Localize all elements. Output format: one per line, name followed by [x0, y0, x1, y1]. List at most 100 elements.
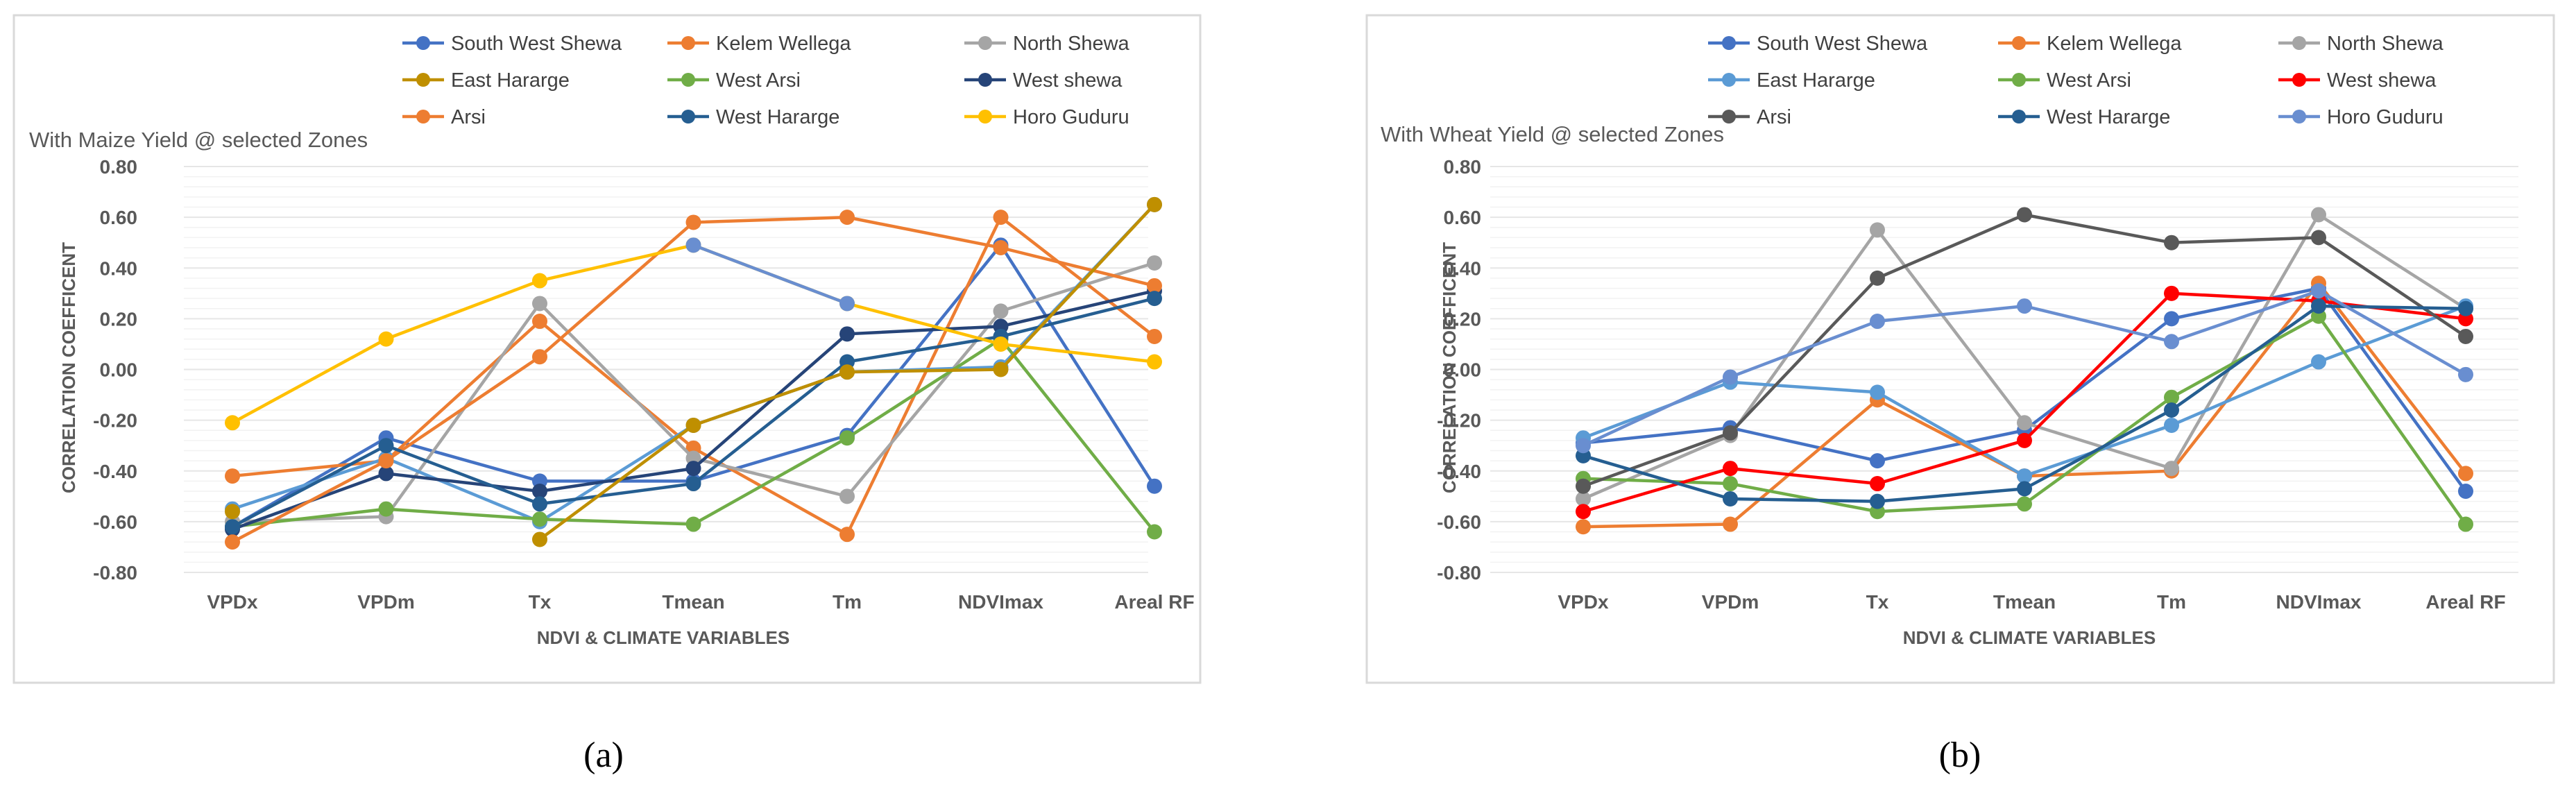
panel-label-b: (b)	[1939, 735, 1981, 775]
data-point	[2311, 207, 2326, 223]
data-point	[2164, 417, 2179, 433]
data-point	[1723, 461, 1738, 477]
x-tick-label: Tmean	[1993, 591, 2056, 613]
legend-marker	[2292, 36, 2306, 50]
data-point	[2164, 311, 2179, 327]
data-point	[2164, 389, 2179, 405]
x-tick-label: Tm	[833, 591, 862, 613]
data-point	[1723, 369, 1738, 385]
legend-item: Arsi	[402, 106, 486, 128]
legend-label: North Shewa	[1013, 33, 1130, 55]
y-axis-label-b: CORRELATION COEFFICENT	[1439, 242, 1460, 493]
data-point	[1723, 516, 1738, 532]
series-line	[692, 244, 848, 305]
series-horo-guduru	[1576, 283, 2473, 454]
legend-marker	[416, 73, 430, 87]
legend-label: Kelem Wellega	[716, 33, 851, 55]
y-tick-label: 0.40	[1444, 257, 1482, 279]
x-tick-label: Tmean	[662, 591, 724, 613]
data-point	[685, 516, 701, 532]
x-tick-label: VPDx	[207, 591, 258, 613]
legend-item: East Hararge	[1708, 69, 1875, 92]
data-point	[532, 484, 547, 499]
y-tick-label: 0.80	[100, 156, 138, 178]
data-point	[685, 237, 701, 253]
data-point	[2017, 496, 2032, 512]
y-tick-label: -0.80	[93, 562, 137, 584]
data-point	[378, 438, 394, 454]
series-light-blue-trend	[685, 237, 855, 312]
legend-label: West Hararge	[716, 106, 839, 128]
data-point	[1147, 278, 1162, 293]
data-point	[2311, 230, 2326, 246]
data-point	[2017, 481, 2032, 497]
x-tick-label: Tm	[2157, 591, 2186, 613]
legend-marker	[978, 110, 992, 124]
y-tick-label: 0.60	[1444, 207, 1482, 228]
y-tick-label: 0.20	[1444, 308, 1482, 330]
data-point	[532, 349, 547, 365]
legend-item: West Arsi	[1998, 69, 2131, 92]
y-tick-label: 0.00	[1444, 359, 1482, 381]
chart-title-b: With Wheat Yield @ selected Zones	[1381, 122, 1724, 146]
legend-item: West shewa	[964, 69, 1123, 92]
data-point	[2311, 283, 2326, 299]
data-point	[839, 430, 855, 446]
legend-item: Horo Guduru	[964, 106, 1129, 128]
data-point	[2311, 354, 2326, 370]
x-axis-label-a: NDVI & CLIMATE VARIABLES	[537, 627, 790, 648]
y-tick-label: 0.00	[100, 359, 138, 381]
data-point	[1576, 504, 1591, 520]
chart-title-a: With Maize Yield @ selected Zones	[29, 128, 368, 152]
data-point	[2017, 432, 2032, 448]
legend-label: Horo Guduru	[1013, 106, 1129, 128]
x-tick-label: Areal RF	[2425, 591, 2505, 613]
x-tick-label: Areal RF	[1114, 591, 1194, 613]
series-arsi	[225, 210, 1162, 550]
data-point	[532, 314, 547, 330]
data-point	[685, 476, 701, 492]
y-tick-label: -0.60	[93, 511, 137, 533]
data-point	[2017, 298, 2032, 314]
series-dark-olive	[225, 196, 1162, 547]
data-point	[225, 504, 240, 520]
data-point	[532, 511, 547, 527]
data-point	[2458, 516, 2473, 532]
data-point	[2458, 328, 2473, 344]
series-arsi	[1576, 207, 2473, 494]
x-tick-label: VPDx	[1558, 591, 1609, 613]
legend-item: South West Shewa	[402, 33, 622, 55]
x-tick-label: VPDm	[357, 591, 414, 613]
legend-item: North Shewa	[2278, 33, 2444, 55]
y-tick-label: -0.60	[1437, 511, 1481, 533]
data-point	[2458, 300, 2473, 316]
data-point	[2164, 235, 2179, 250]
data-point	[993, 336, 1009, 352]
data-point	[2164, 285, 2179, 301]
data-point	[993, 240, 1009, 255]
legend-label: Arsi	[451, 106, 486, 128]
data-point	[378, 466, 394, 482]
y-tick-label: 0.60	[100, 207, 138, 228]
panel-label-a: (a)	[583, 735, 624, 775]
legend-marker	[1722, 73, 1736, 87]
data-point	[225, 468, 240, 484]
legend-label: South West Shewa	[1757, 33, 1928, 55]
legend-marker	[2292, 110, 2306, 124]
legend-label: West Hararge	[2047, 106, 2170, 128]
data-point	[1870, 222, 1885, 238]
data-point	[839, 364, 855, 380]
data-point	[2164, 461, 2179, 477]
data-point	[378, 453, 394, 469]
y-tick-label: 0.80	[1444, 156, 1482, 178]
y-tick-label: -0.20	[1437, 410, 1481, 432]
legend-label: East Hararge	[1757, 69, 1875, 92]
y-tick-label: -0.40	[93, 461, 137, 482]
gridlines	[1490, 166, 2518, 573]
legend-item: West Arsi	[667, 69, 801, 92]
data-point	[225, 519, 240, 535]
legend-marker	[2012, 36, 2026, 50]
legend-label: West Arsi	[716, 69, 801, 92]
data-point	[1870, 476, 1885, 492]
legend-label: Horo Guduru	[2327, 106, 2443, 128]
